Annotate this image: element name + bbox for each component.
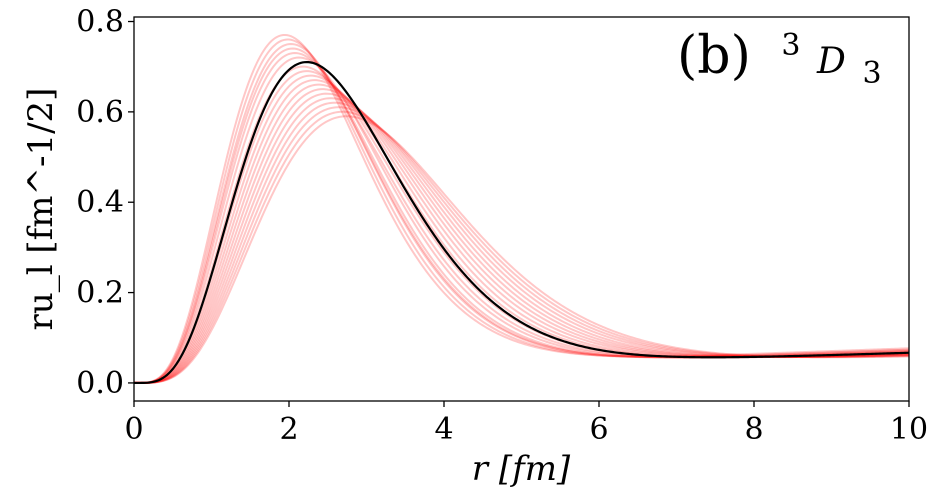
- wave-subscript: 3: [862, 56, 881, 91]
- wave-letter: D: [816, 41, 846, 82]
- central-curve: [134, 60, 910, 385]
- central-curve-group: [134, 60, 910, 385]
- y-tick-label: 0.2: [76, 276, 124, 311]
- x-tick-label: 0: [124, 412, 143, 447]
- y-axis-title: ru_l [fm^-1/2]: [21, 88, 61, 331]
- x-tick-label: 4: [434, 412, 453, 447]
- sample-curve-2: [134, 38, 910, 384]
- wave-superscript: 3: [781, 28, 800, 63]
- sample-curves: [134, 33, 910, 384]
- y-axis-ticks: 0.0 0.2 0.4 0.6 0.8: [76, 5, 134, 401]
- x-axis-title: r [fm]: [472, 449, 571, 489]
- plot-frame: [133, 16, 910, 402]
- x-tick-label: 8: [744, 412, 763, 447]
- panel-annotation: (b) 3 D 3: [677, 8, 882, 91]
- x-tick-label: 10: [890, 412, 928, 447]
- y-tick-label: 0.6: [76, 95, 124, 130]
- x-tick-label: 6: [589, 412, 608, 447]
- panel-label: (b): [677, 26, 751, 86]
- y-tick-label: 0.8: [76, 5, 124, 40]
- sample-curve-4: [134, 47, 910, 384]
- sample-curve-1: [134, 33, 910, 384]
- x-tick-label: 2: [279, 412, 298, 447]
- x-axis-ticks: 0 2 4 6 8 10: [124, 401, 928, 447]
- y-tick-label: 0.4: [76, 185, 124, 220]
- sample-curve-3: [134, 42, 910, 384]
- y-tick-label: 0.0: [76, 366, 124, 401]
